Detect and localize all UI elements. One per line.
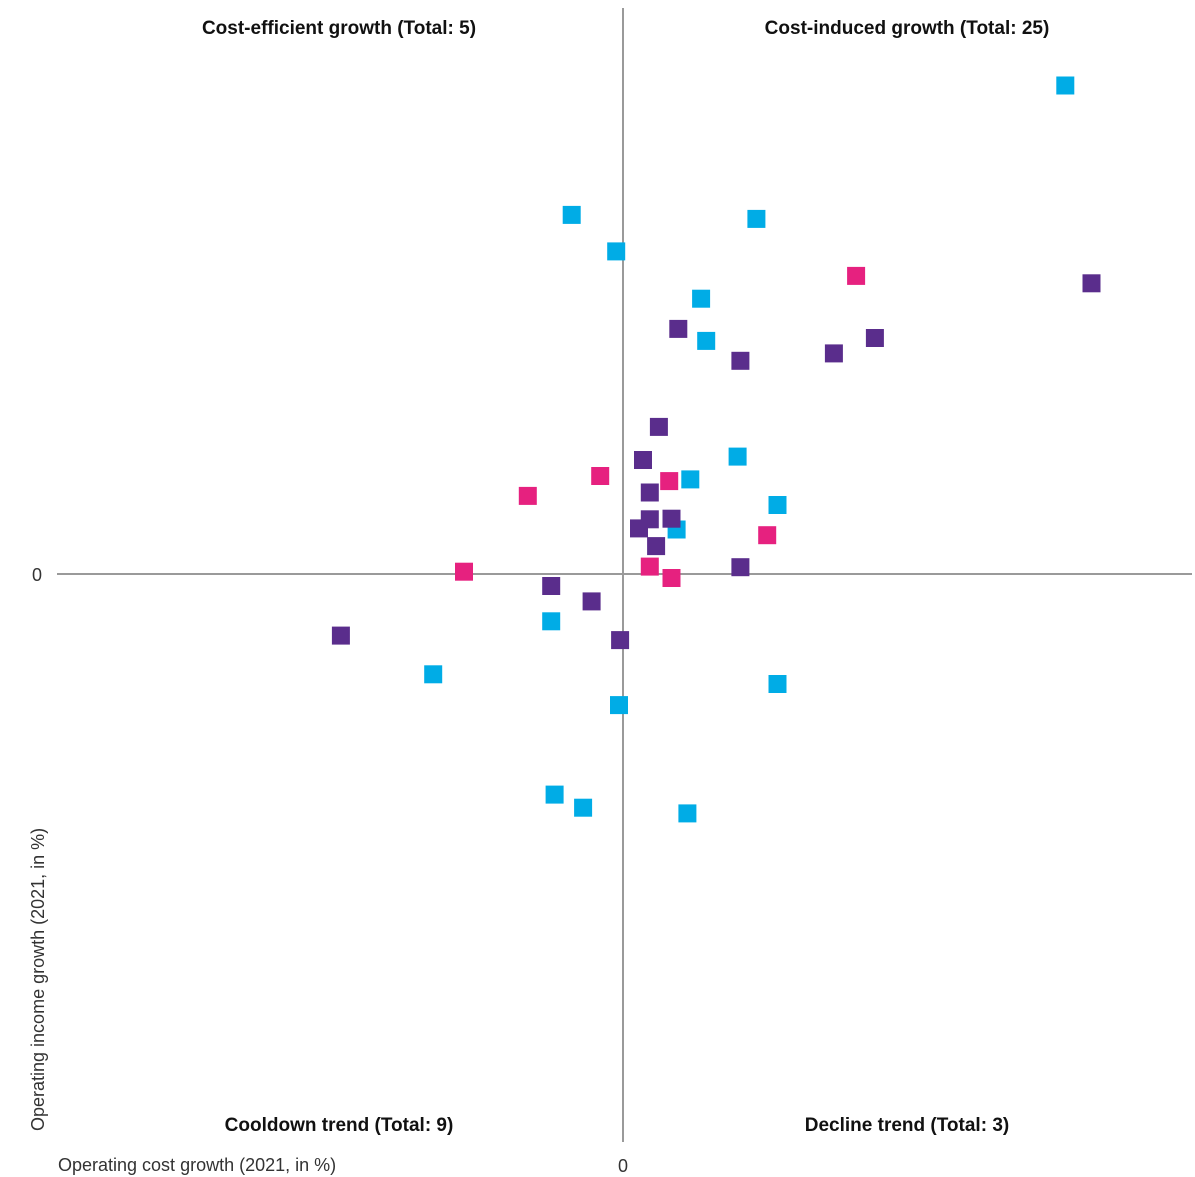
x-axis-label: Operating cost growth (2021, in %) xyxy=(58,1155,336,1175)
data-point-s1-2 xyxy=(824,344,843,363)
data-points xyxy=(331,76,1101,823)
data-point-s0-5 xyxy=(697,331,716,350)
data-point-s1-16 xyxy=(331,626,350,645)
data-point-s0-3 xyxy=(747,209,766,228)
data-point-s1-6 xyxy=(634,451,652,469)
y-axis-label: Operating income growth (2021, in %) xyxy=(28,828,48,1131)
data-point-s1-14 xyxy=(582,592,601,611)
data-point-s0-16 xyxy=(678,804,697,823)
data-point-s1-1 xyxy=(865,329,884,347)
data-point-s0-14 xyxy=(545,785,564,804)
data-point-s1-15 xyxy=(611,631,630,650)
data-point-s2-4 xyxy=(758,526,777,545)
data-point-s0-11 xyxy=(424,665,443,684)
data-point-s2-3 xyxy=(660,472,679,491)
data-point-s1-10 xyxy=(630,519,648,538)
data-point-s2-5 xyxy=(640,557,659,576)
quadrant-label-bottom-right: Decline trend (Total: 3) xyxy=(805,1115,1009,1136)
data-point-s0-0 xyxy=(1056,76,1075,95)
y-tick-label-zero: 0 xyxy=(32,565,42,585)
quadrant-label-top-left: Cost-efficient growth (Total: 5) xyxy=(202,18,476,39)
data-point-s0-6 xyxy=(728,447,747,466)
data-point-s0-7 xyxy=(681,470,700,489)
data-point-s1-7 xyxy=(640,483,659,502)
data-point-s0-13 xyxy=(610,696,628,715)
quadrant-label-bottom-left: Cooldown trend (Total: 9) xyxy=(225,1115,454,1136)
data-point-s1-11 xyxy=(647,537,666,556)
data-point-s2-7 xyxy=(455,562,473,581)
data-point-s0-4 xyxy=(692,289,711,308)
data-point-s0-12 xyxy=(768,675,787,693)
data-point-s1-0 xyxy=(1082,274,1101,293)
data-point-s0-10 xyxy=(542,612,561,631)
data-point-s2-2 xyxy=(518,486,537,505)
data-point-s2-1 xyxy=(591,467,610,485)
data-point-s1-13 xyxy=(542,577,561,595)
data-point-s0-2 xyxy=(607,242,626,261)
data-point-s1-5 xyxy=(649,417,668,436)
data-point-s1-12 xyxy=(731,558,750,577)
quadrant-label-top-right: Cost-induced growth (Total: 25) xyxy=(765,18,1050,39)
data-point-s2-0 xyxy=(847,266,866,285)
data-point-s1-9 xyxy=(662,509,681,528)
data-point-s0-15 xyxy=(574,798,593,817)
data-point-s0-8 xyxy=(768,496,787,514)
data-point-s1-4 xyxy=(731,351,750,370)
x-tick-label-zero: 0 xyxy=(618,1156,628,1176)
data-point-s0-1 xyxy=(562,205,581,224)
data-point-s1-3 xyxy=(669,319,688,338)
data-point-s2-6 xyxy=(662,569,681,587)
